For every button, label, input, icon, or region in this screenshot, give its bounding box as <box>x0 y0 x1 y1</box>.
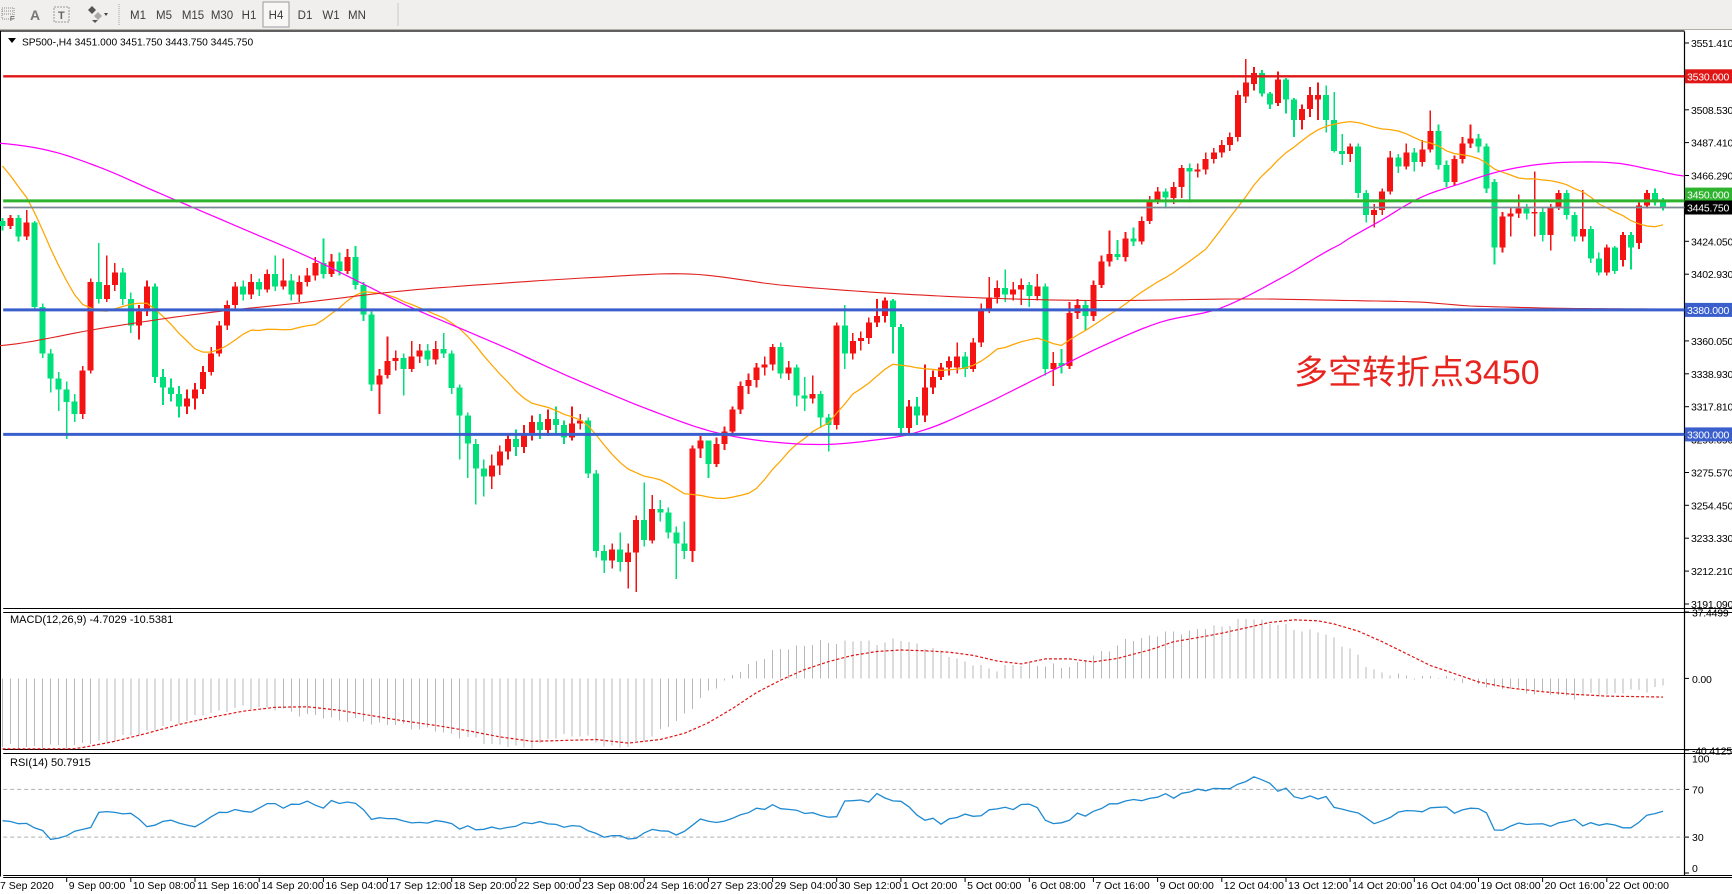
svg-text:10 Sep 08:00: 10 Sep 08:00 <box>133 880 196 892</box>
svg-text:12 Oct 04:00: 12 Oct 04:00 <box>1224 880 1284 892</box>
svg-text:70: 70 <box>1692 784 1704 796</box>
svg-text:100: 100 <box>1692 754 1710 766</box>
svg-text:5 Oct 00:00: 5 Oct 00:00 <box>967 880 1021 892</box>
svg-text:SP500-,H4 3451.000 3451.750 3: SP500-,H4 3451.000 3451.750 3443.750 344… <box>22 38 253 49</box>
svg-text:18 Sep 20:00: 18 Sep 20:00 <box>454 880 517 892</box>
svg-text:M15: M15 <box>182 10 204 22</box>
svg-text:3317.810: 3317.810 <box>1691 402 1732 414</box>
svg-text:22 Sep 00:00: 22 Sep 00:00 <box>518 880 581 892</box>
svg-text:3445.750: 3445.750 <box>1687 203 1730 215</box>
svg-text:16 Oct 04:00: 16 Oct 04:00 <box>1416 880 1476 892</box>
svg-text:MN: MN <box>348 10 366 22</box>
svg-text:3191.090: 3191.090 <box>1691 599 1732 611</box>
svg-text:0: 0 <box>1692 863 1698 875</box>
svg-text:20 Oct 16:00: 20 Oct 16:00 <box>1545 880 1605 892</box>
svg-text:H4: H4 <box>269 10 284 22</box>
svg-text:37.4499: 37.4499 <box>1692 608 1729 620</box>
svg-text:3450: 3450 <box>1464 354 1540 392</box>
svg-text:3487.410: 3487.410 <box>1691 138 1732 150</box>
svg-text:30: 30 <box>1692 832 1704 844</box>
svg-text:H1: H1 <box>242 10 257 22</box>
svg-text:3233.330: 3233.330 <box>1691 533 1732 545</box>
svg-text:30 Sep 12:00: 30 Sep 12:00 <box>839 880 902 892</box>
svg-text:3300.000: 3300.000 <box>1687 429 1730 441</box>
svg-text:6 Oct 08:00: 6 Oct 08:00 <box>1031 880 1085 892</box>
svg-text:13 Oct 12:00: 13 Oct 12:00 <box>1288 880 1348 892</box>
svg-text:W1: W1 <box>322 10 339 22</box>
svg-text:0.00: 0.00 <box>1692 674 1712 686</box>
svg-text:M30: M30 <box>211 10 233 22</box>
svg-text:3402.930: 3402.930 <box>1691 269 1732 281</box>
svg-text:14 Sep 20:00: 14 Sep 20:00 <box>261 880 324 892</box>
svg-text:22 Oct 00:00: 22 Oct 00:00 <box>1609 880 1669 892</box>
svg-text:3275.570: 3275.570 <box>1691 468 1732 480</box>
svg-text:M5: M5 <box>156 10 172 22</box>
svg-text:14 Oct 20:00: 14 Oct 20:00 <box>1352 880 1412 892</box>
svg-text:1 Oct 20:00: 1 Oct 20:00 <box>903 880 957 892</box>
svg-text:-40.4125: -40.4125 <box>1692 746 1732 758</box>
svg-text:3338.930: 3338.930 <box>1691 369 1732 381</box>
svg-text:D1: D1 <box>298 10 313 22</box>
svg-text:F: F <box>10 16 14 23</box>
svg-text:3212.210: 3212.210 <box>1691 566 1732 578</box>
svg-text:3450.000: 3450.000 <box>1687 190 1730 202</box>
svg-text:24 Sep 16:00: 24 Sep 16:00 <box>646 880 709 892</box>
svg-text:3360.050: 3360.050 <box>1691 336 1732 348</box>
svg-text:3508.530: 3508.530 <box>1691 105 1732 117</box>
svg-text:9 Oct 00:00: 9 Oct 00:00 <box>1160 880 1214 892</box>
svg-text:3530.000: 3530.000 <box>1687 71 1730 83</box>
svg-text:3380.000: 3380.000 <box>1687 305 1730 317</box>
svg-text:16 Sep 04:00: 16 Sep 04:00 <box>325 880 388 892</box>
svg-text:RSI(14) 50.7915: RSI(14) 50.7915 <box>10 757 91 769</box>
svg-text:17 Sep 12:00: 17 Sep 12:00 <box>390 880 453 892</box>
svg-text:MACD(12,26,9) -4.7029 -10.5381: MACD(12,26,9) -4.7029 -10.5381 <box>10 614 173 626</box>
svg-text:A: A <box>30 7 40 23</box>
svg-text:9 Sep 00:00: 9 Sep 00:00 <box>69 880 126 892</box>
svg-text:3424.050: 3424.050 <box>1691 236 1732 248</box>
svg-text:29 Sep 04:00: 29 Sep 04:00 <box>775 880 838 892</box>
svg-text:23 Sep 08:00: 23 Sep 08:00 <box>582 880 645 892</box>
svg-text:T: T <box>58 10 65 22</box>
svg-text:7 Sep 2020: 7 Sep 2020 <box>0 880 54 892</box>
svg-text:3551.410: 3551.410 <box>1691 38 1732 50</box>
svg-text:3254.450: 3254.450 <box>1691 500 1732 512</box>
svg-text:M1: M1 <box>130 10 146 22</box>
svg-text:11 Sep 16:00: 11 Sep 16:00 <box>197 880 259 892</box>
svg-text:3466.290: 3466.290 <box>1691 171 1732 183</box>
svg-text:19 Oct 08:00: 19 Oct 08:00 <box>1481 880 1541 892</box>
svg-text:27 Sep 23:00: 27 Sep 23:00 <box>710 880 773 892</box>
svg-text:7 Oct 16:00: 7 Oct 16:00 <box>1095 880 1149 892</box>
